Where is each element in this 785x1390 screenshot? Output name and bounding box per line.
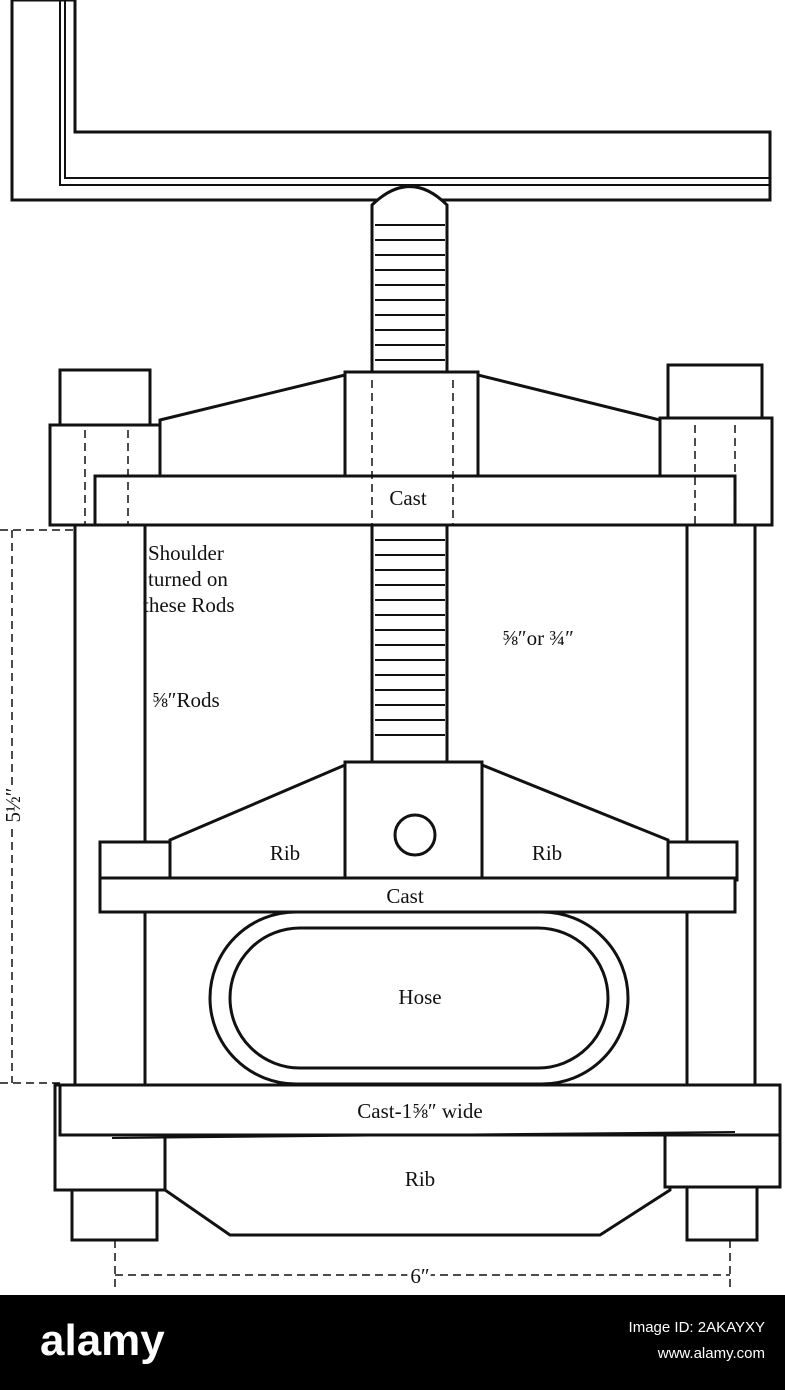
middle-left-collar <box>98 840 172 882</box>
left-rod <box>73 518 147 1092</box>
bottom-right-nut <box>685 1185 759 1242</box>
label: 5½″ <box>1 788 25 823</box>
top-cast-plate <box>93 474 737 527</box>
label: these Rods <box>143 593 235 617</box>
pin <box>393 813 437 857</box>
bottom-cast-plate <box>58 1083 782 1137</box>
site: www.alamy.com <box>657 1345 765 1362</box>
brand: alamy <box>40 1316 165 1365</box>
top-left-nut <box>58 368 152 428</box>
middle-right-collar <box>666 840 739 882</box>
image-id: Image ID: 2AKAYXY <box>629 1319 765 1336</box>
label: Rib <box>405 1167 435 1191</box>
width-dimension <box>114 1240 731 1290</box>
footer-bar <box>0 1295 785 1390</box>
label: Shoulder <box>148 541 224 565</box>
screw-threads <box>375 224 445 736</box>
label: turned on <box>148 567 228 591</box>
label: ⅝″Rods <box>152 688 220 712</box>
handle <box>10 0 772 202</box>
label: 6″ <box>410 1264 429 1288</box>
top-hub <box>343 370 480 480</box>
label: ⅝″or ¾″ <box>502 626 574 650</box>
label: Cast <box>386 884 424 908</box>
label: Rib <box>270 841 300 865</box>
height-dimension <box>0 529 75 1084</box>
top-right-nut <box>666 363 764 422</box>
label: Cast-1⅝″ wide <box>357 1099 482 1123</box>
right-rod <box>685 518 757 1092</box>
plate-line <box>111 1131 736 1139</box>
label: Hose <box>398 985 441 1009</box>
handle-shade <box>59 0 770 186</box>
label: Rib <box>532 841 562 865</box>
bottom-left-nut <box>70 1188 159 1242</box>
label: Cast <box>389 486 427 510</box>
middle-cast-plate <box>98 876 737 914</box>
hose-inner <box>228 926 610 1070</box>
